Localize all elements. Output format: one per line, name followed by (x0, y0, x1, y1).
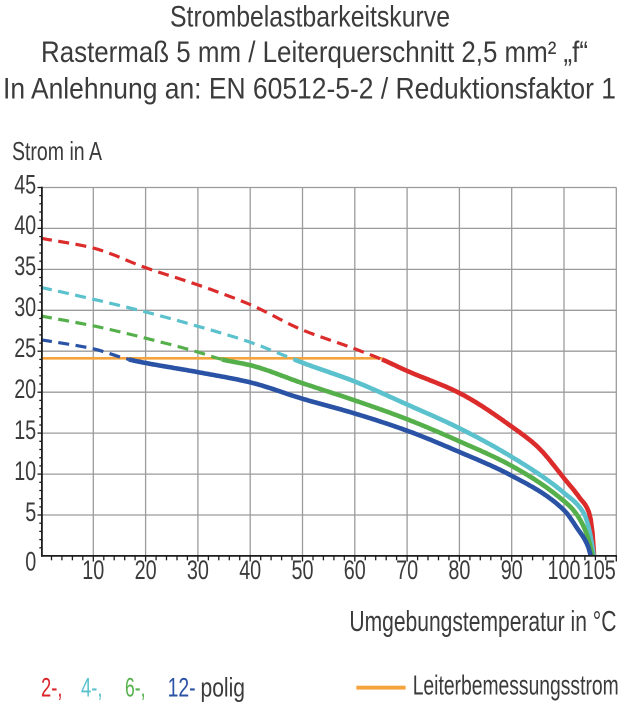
svg-text:Strom in A: Strom in A (12, 136, 102, 166)
svg-text:Strombelastbarkeitskurve: Strombelastbarkeitskurve (170, 1, 450, 34)
svg-text:40: 40 (239, 555, 261, 585)
svg-text:20: 20 (14, 374, 36, 404)
svg-text:10: 10 (82, 555, 104, 585)
svg-text:Umgebungstemperatur in °C: Umgebungstemperatur in °C (349, 606, 616, 638)
svg-text:12-: 12- (168, 673, 196, 703)
svg-text:105: 105 (583, 555, 616, 585)
svg-text:Rastermaß 5 mm / Leiterquersch: Rastermaß 5 mm / Leiterquerschnitt 2,5 m… (41, 36, 588, 69)
svg-text:80: 80 (448, 555, 470, 585)
svg-text:15: 15 (14, 415, 36, 445)
svg-text:70: 70 (396, 555, 418, 585)
svg-text:2-,: 2-, (41, 673, 63, 703)
svg-text:0: 0 (25, 546, 36, 576)
svg-text:20: 20 (135, 555, 157, 585)
svg-text:40: 40 (14, 210, 36, 240)
svg-text:Leiterbemessungsstrom: Leiterbemessungsstrom (413, 670, 619, 701)
svg-text:35: 35 (14, 251, 36, 281)
svg-text:25: 25 (14, 333, 36, 363)
svg-text:polig: polig (201, 673, 246, 703)
svg-text:30: 30 (14, 292, 36, 322)
svg-text:90: 90 (501, 555, 523, 585)
svg-text:4-,: 4-, (81, 673, 103, 703)
svg-text:30: 30 (187, 555, 209, 585)
svg-text:In Anlehnung an: EN 60512-5-2: In Anlehnung an: EN 60512-5-2 / Reduktio… (3, 73, 616, 106)
svg-text:45: 45 (14, 169, 36, 199)
svg-text:5: 5 (25, 497, 36, 527)
svg-text:10: 10 (14, 456, 36, 486)
svg-text:50: 50 (292, 555, 314, 585)
svg-text:6-,: 6-, (125, 673, 146, 703)
svg-text:60: 60 (344, 555, 366, 585)
svg-text:100: 100 (548, 555, 581, 585)
